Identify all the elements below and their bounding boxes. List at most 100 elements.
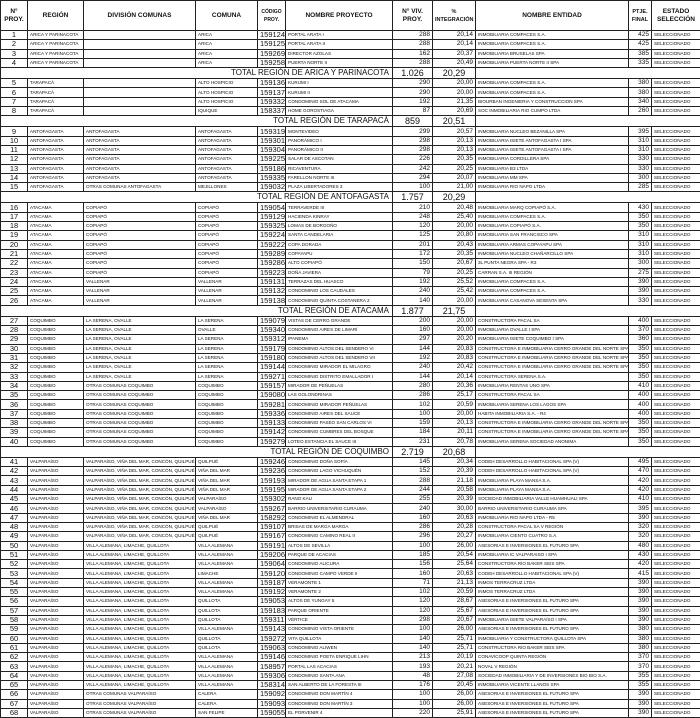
cell-nombre-entidad: INMOBILIARIA OVALLE I SPA bbox=[475, 324, 629, 336]
cell-n-viv: 192 bbox=[392, 352, 433, 364]
table-row: 49 VALPARAÍSO VALPARAÍSO, VIÑA DEL MAR, CO… bbox=[0, 531, 700, 542]
table-row: 34 COQUIMBO OTRAS COMUNAS COQUIMBO COQUIMBO… bbox=[0, 380, 700, 392]
table-row: 23 ATACAMA COPIAPÓ COPIAPÓ 159223 DOÑA JAVIER… bbox=[0, 267, 700, 278]
cell-estado-seleccion: SELECCIONADO bbox=[651, 258, 700, 269]
cell-estado-seleccion: SELECCIONADO bbox=[651, 456, 700, 468]
cell-division-comunas: VALLENAR bbox=[83, 286, 196, 297]
cell-comuna: VIÑA DEL MAR bbox=[195, 484, 258, 496]
cell-n-proy: 45 bbox=[0, 494, 28, 505]
cell-estado-seleccion: SELECCIONADO bbox=[651, 230, 700, 241]
cell-division-comunas: OTRAS COMUNAS COQUIMBO bbox=[83, 408, 196, 420]
cell-region: VALPARAÍSO bbox=[27, 707, 84, 718]
cell-nombre-entidad: INMOBILIARIA CIENTO CUATRO S.A. bbox=[475, 531, 629, 542]
cell-n-proy: 27 bbox=[0, 315, 28, 327]
cell-comuna: LA SERENA bbox=[195, 352, 258, 364]
cell-integracion: 20,34 bbox=[432, 456, 476, 468]
cell-n-proy: 49 bbox=[0, 531, 28, 542]
cell-estado-seleccion: SELECCIONADO bbox=[651, 182, 700, 193]
cell-region: VALPARAÍSO bbox=[27, 596, 84, 607]
cell-nombre-entidad: INMOBILIARIA MM SPA bbox=[475, 172, 629, 184]
cell-estado-seleccion: SELECCIONADO bbox=[651, 239, 700, 250]
cell-integracion: 20,80 bbox=[432, 230, 476, 241]
cell-ptje-final: 310 bbox=[628, 248, 652, 260]
cell-codigo-proy: 159107 bbox=[257, 521, 286, 533]
table-row: 41 VALPARAÍSO VALPARAÍSO, VIÑA DEL MAR, CO… bbox=[0, 456, 700, 468]
cell-ptje-final: 380 bbox=[628, 642, 652, 654]
cell-nombre-proyecto: LAS GOLONDRINAS bbox=[285, 390, 393, 401]
cell-codigo-proy: 159129 bbox=[257, 211, 286, 223]
cell-codigo-proy: 159142 bbox=[257, 427, 286, 438]
cell-integracion: 21,13 bbox=[432, 577, 476, 589]
cell-n-viv: 102 bbox=[392, 587, 433, 598]
cell-ptje-final: 355 bbox=[628, 679, 652, 691]
cell-region: ARICA Y PARINACOTA bbox=[27, 48, 84, 59]
cell-comuna: COPIAPÓ bbox=[195, 202, 258, 213]
cell-integracion: 26,00 bbox=[432, 540, 476, 551]
cell-ptje-final: 390 bbox=[628, 596, 652, 607]
cell-estado-seleccion: SELECCIONADO bbox=[651, 371, 700, 382]
cell-estado-seleccion: SELECCIONADO bbox=[651, 698, 700, 709]
cell-n-proy: 61 bbox=[0, 642, 28, 654]
cell-division-comunas: OTRAS COMUNAS COQUIMBO bbox=[83, 436, 196, 447]
cell-nombre-proyecto: VITA QUILLOTA bbox=[285, 633, 393, 644]
table-row: 19 ATACAMA COPIAPÓ COPIAPÓ 159224 SANTA CANDE… bbox=[0, 230, 700, 241]
cell-integracion: 20,78 bbox=[432, 436, 476, 447]
cell-nombre-entidad: INMOBILIARIA RIO NAPO LTDA - R5 bbox=[475, 512, 629, 523]
cell-ptje-final: 300 bbox=[628, 172, 652, 184]
cell-estado-seleccion: SELECCIONADO bbox=[651, 315, 700, 327]
cell-nombre-proyecto: MIRADOR DE PEÑUELAS bbox=[285, 380, 393, 392]
cell-division-comunas bbox=[83, 39, 196, 50]
cell-division-comunas: COPIAPÓ bbox=[83, 211, 196, 223]
cell-ptje-final: 390 bbox=[628, 577, 652, 589]
cell-ptje-final: 395 bbox=[628, 126, 652, 137]
cell-ptje-final: 285 bbox=[628, 182, 652, 193]
cell-codigo-proy: 159222 bbox=[257, 239, 286, 250]
cell-estado-seleccion: SELECCIONADO bbox=[651, 352, 700, 364]
total-label: TOTAL REGIÓN DE COQUIMBO bbox=[0, 445, 393, 458]
cell-nombre-entidad: BARRIO UNIVERSITARIO CURAUMA SPA bbox=[475, 503, 629, 514]
cell-n-viv: 87 bbox=[392, 106, 433, 117]
cell-n-viv: 288 bbox=[392, 475, 433, 486]
cell-nombre-proyecto: CONDOMINIO ALTOS DEL SENDERO VII bbox=[285, 352, 393, 364]
cell-region: ARICA Y PARINACOTA bbox=[27, 57, 84, 69]
cell-codigo-proy: 159332 bbox=[257, 96, 286, 108]
cell-division-comunas: LA SERENA, OVALLE bbox=[83, 371, 196, 382]
cell-n-proy: 8 bbox=[0, 106, 28, 117]
cell-integracion: 26,00 bbox=[432, 689, 476, 700]
cell-division-comunas: VILLA ALEMANA, LIMACHE, QUILLOTA bbox=[83, 670, 196, 682]
cell-n-proy: 67 bbox=[0, 698, 28, 709]
cell-n-proy: 65 bbox=[0, 679, 28, 691]
cell-integracion: 20,59 bbox=[432, 399, 476, 410]
cell-n-proy: 26 bbox=[0, 295, 28, 306]
cell-region: VALPARAÍSO bbox=[27, 494, 84, 505]
cell-integracion: 20,83 bbox=[432, 352, 476, 364]
cell-estado-seleccion: SELECCIONADO bbox=[651, 267, 700, 278]
cell-n-viv: 290 bbox=[392, 78, 433, 89]
cell-codigo-proy: 159301 bbox=[257, 135, 286, 146]
cell-nombre-proyecto: MONTEVIDEO bbox=[285, 126, 393, 137]
cell-nombre-entidad: INMOBILIARIA SERENA LOS LAGOS SPA bbox=[475, 399, 629, 410]
cell-ptje-final: 275 bbox=[628, 267, 652, 278]
cell-division-comunas bbox=[83, 57, 196, 69]
cell-region: VALPARAÍSO bbox=[27, 466, 84, 477]
cell-ptje-final: 390 bbox=[628, 587, 652, 598]
cell-comuna: LA SERENA bbox=[195, 334, 258, 345]
cell-nombre-proyecto: CONDOMINIO SANTA ANA bbox=[285, 670, 393, 682]
cell-comuna: VILLA ALEMANA bbox=[195, 652, 258, 663]
cell-n-viv: 144 bbox=[392, 343, 433, 354]
cell-integracion: 20,13 bbox=[432, 144, 476, 156]
cell-n-proy: 53 bbox=[0, 568, 28, 579]
table-row: 15 ANTOFAGASTA OTRAS COMUNAS ANTOFAGASTA ME… bbox=[0, 182, 700, 193]
cell-codigo-proy: 159063 bbox=[257, 642, 286, 654]
cell-region: ATACAMA bbox=[27, 221, 84, 232]
cell-codigo-proy: 159186 bbox=[257, 163, 286, 174]
cell-estado-seleccion: SELECCIONADO bbox=[651, 587, 700, 598]
total-viviendas: 1.026 bbox=[392, 67, 433, 80]
cell-ptje-final: 400 bbox=[628, 399, 652, 410]
cell-codigo-proy: 159269 bbox=[257, 48, 286, 59]
cell-region: COQUIMBO bbox=[27, 334, 84, 345]
cell-region: ARICA Y PARINACOTA bbox=[27, 29, 84, 41]
cell-estado-seleccion: SELECCIONADO bbox=[651, 343, 700, 354]
cell-region: VALPARAÍSO bbox=[27, 670, 84, 682]
cell-region: ANTOFAGASTA bbox=[27, 154, 84, 165]
